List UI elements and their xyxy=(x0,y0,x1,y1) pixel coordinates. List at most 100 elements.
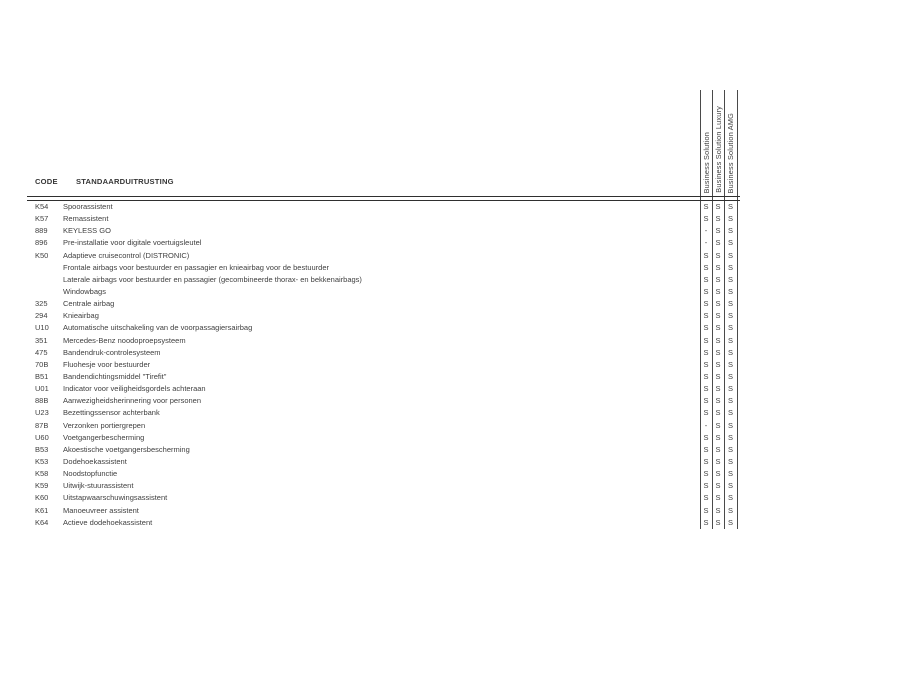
table-row: K64 Actieve dodehoekassistent S S S xyxy=(0,517,906,529)
header-rule-top xyxy=(27,196,740,197)
row-description: Bandendichtingsmiddel "Tirefit" xyxy=(63,371,167,381)
row-code: K58 xyxy=(35,469,49,479)
row-value: S xyxy=(715,456,721,466)
row-description: Aanwezigheidsherinnering voor personen xyxy=(63,396,202,406)
row-description: Dodehoekassistent xyxy=(63,456,127,466)
row-description: Knieairbag xyxy=(63,311,99,321)
equipment-table-rows: K54 Spoorassistent S S S K57 Remassistent S S S 88… xyxy=(0,201,906,529)
column-header-business-solution-amg: Business Solution AMG xyxy=(726,112,735,193)
table-row: U23 Bezettingssensor achterbank S S S xyxy=(0,407,906,419)
row-description: Actieve dodehoekassistent xyxy=(63,517,153,527)
row-description: Bezettingssensor achterbank xyxy=(63,408,160,418)
row-value: - xyxy=(704,420,708,430)
row-value: S xyxy=(727,371,733,381)
row-value: S xyxy=(715,274,721,284)
table-row: K58 Noodstopfunctie S S S xyxy=(0,468,906,480)
row-code: 325 xyxy=(35,299,48,309)
row-value: S xyxy=(703,456,709,466)
row-value: S xyxy=(727,262,733,272)
row-value: S xyxy=(727,432,733,442)
row-value: S xyxy=(727,444,733,454)
row-description: Manoeuvreer assistent xyxy=(63,505,139,515)
row-description: Centrale airbag xyxy=(63,299,115,309)
row-description: Fluohesje voor bestuurder xyxy=(63,359,151,369)
row-value: S xyxy=(715,262,721,272)
row-code: 294 xyxy=(35,311,48,321)
row-value: S xyxy=(703,323,709,333)
row-value: S xyxy=(727,481,733,491)
equipment-column-header: STANDAARDUITRUSTING xyxy=(76,177,174,186)
row-value: S xyxy=(703,396,709,406)
row-value: S xyxy=(715,359,721,369)
row-value: S xyxy=(703,250,709,260)
row-description: Windowbags xyxy=(63,286,106,296)
row-code: K61 xyxy=(35,505,49,515)
table-row: 475 Bandendruk-controlesysteem S S S xyxy=(0,347,906,359)
row-value: S xyxy=(703,517,709,527)
column-header-business-solution-luxury: Business Solution Luxury xyxy=(714,106,723,193)
table-row: K57 Remassistent S S S xyxy=(0,213,906,225)
row-code: K57 xyxy=(35,214,49,224)
header-rule-bottom xyxy=(27,200,740,201)
row-value: - xyxy=(704,238,708,248)
row-value: S xyxy=(715,311,721,321)
row-value: S xyxy=(727,335,733,345)
row-description: Mercedes-Benz noodoproepsysteem xyxy=(63,335,186,345)
row-code: 889 xyxy=(35,226,48,236)
row-value: S xyxy=(715,335,721,345)
table-row: K50 Adaptieve cruisecontrol (DISTRONIC) S S… xyxy=(0,250,906,262)
row-value: S xyxy=(703,408,709,418)
row-value: S xyxy=(727,493,733,503)
row-value: S xyxy=(703,347,709,357)
row-code: U01 xyxy=(35,384,49,394)
row-value: S xyxy=(727,202,733,211)
column-rule xyxy=(737,90,738,529)
table-row: Laterale airbags voor bestuurder en pass… xyxy=(0,274,906,286)
column-header-business-solution: Business Solution xyxy=(702,131,711,193)
column-rule xyxy=(724,90,725,529)
row-description: Akoestische voetgangersbescherming xyxy=(63,444,190,454)
row-value: S xyxy=(703,481,709,491)
row-code: K54 xyxy=(35,202,49,211)
table-row: K54 Spoorassistent S S S xyxy=(0,201,906,213)
row-value: S xyxy=(727,347,733,357)
row-value: S xyxy=(715,238,721,248)
row-code: U10 xyxy=(35,323,49,333)
table-row: B51 Bandendichtingsmiddel "Tirefit" S S S xyxy=(0,371,906,383)
row-description: Spoorassistent xyxy=(63,202,113,211)
row-value: S xyxy=(727,420,733,430)
row-code: 351 xyxy=(35,335,48,345)
row-description: Indicator voor veiligheidsgordels achter… xyxy=(63,384,206,394)
row-value: S xyxy=(727,250,733,260)
table-row: 896 Pre-installatie voor digitale voertui… xyxy=(0,237,906,249)
table-row: U10 Automatische uitschakeling van de voo… xyxy=(0,322,906,334)
row-code: 88B xyxy=(35,396,49,406)
table-row: 88B Aanwezigheidsherinnering voor persone… xyxy=(0,395,906,407)
row-code: K59 xyxy=(35,481,49,491)
row-code: B53 xyxy=(35,444,49,454)
row-value: S xyxy=(703,286,709,296)
table-row: U01 Indicator voor veiligheidsgordels ach… xyxy=(0,383,906,395)
row-description: Noodstopfunctie xyxy=(63,469,118,479)
row-value: S xyxy=(703,202,709,211)
table-row: 351 Mercedes-Benz noodoproepsysteem S S S xyxy=(0,335,906,347)
row-value: S xyxy=(703,274,709,284)
row-value: S xyxy=(727,469,733,479)
row-code: B51 xyxy=(35,371,49,381)
table-row: B53 Akoestische voetgangersbescherming S S S xyxy=(0,444,906,456)
table-row: K61 Manoeuvreer assistent S S S xyxy=(0,505,906,517)
row-code: K60 xyxy=(35,493,49,503)
row-description: Frontale airbags voor bestuurder en pass… xyxy=(63,262,329,272)
row-description: Uitwijk-stuurassistent xyxy=(63,481,134,491)
row-value: S xyxy=(727,274,733,284)
row-value: S xyxy=(703,432,709,442)
row-value: S xyxy=(715,396,721,406)
row-value: S xyxy=(703,469,709,479)
row-value: S xyxy=(715,408,721,418)
row-value: S xyxy=(727,384,733,394)
table-row: K60 Uitstapwaarschuwingsassistent S S S xyxy=(0,492,906,504)
table-row: 325 Centrale airbag S S S xyxy=(0,298,906,310)
row-value: S xyxy=(727,226,733,236)
row-code: 87B xyxy=(35,420,49,430)
row-value: S xyxy=(715,286,721,296)
